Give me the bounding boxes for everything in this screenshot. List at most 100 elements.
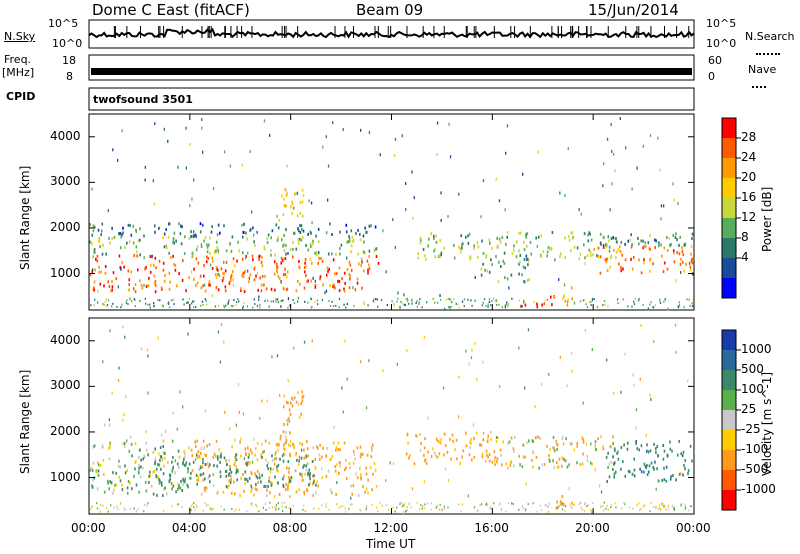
heatmap-cell <box>435 437 438 441</box>
velocity-panel-frame <box>88 317 695 515</box>
heatmap-cell <box>313 479 315 483</box>
heatmap-cell <box>552 459 554 463</box>
heatmap-ground <box>194 509 196 512</box>
heatmap-ground <box>269 501 271 504</box>
heatmap-cell <box>672 233 675 237</box>
heatmap-cell <box>206 245 209 249</box>
heatmap-ground <box>238 508 240 511</box>
heatmap-cell <box>172 484 175 488</box>
heatmap-ground <box>604 303 606 306</box>
heatmap-ground <box>573 302 576 305</box>
heatmap-cell <box>180 224 182 228</box>
heatmap-cell <box>298 259 300 263</box>
heatmap-cell <box>350 250 352 254</box>
heatmap-scatter <box>360 128 362 132</box>
heatmap-ground <box>564 510 566 513</box>
heatmap-cell <box>519 260 521 264</box>
heatmap-cell <box>673 251 675 255</box>
colorbar-segment <box>722 138 736 159</box>
heatmap-cell <box>423 446 426 450</box>
heatmap-ground <box>547 505 549 508</box>
heatmap-ground <box>258 510 260 513</box>
heatmap-cell <box>608 239 610 243</box>
heatmap-cell <box>113 235 116 239</box>
heatmap-cell <box>459 247 461 251</box>
heatmap-scatter <box>585 442 588 446</box>
heatmap-ground <box>593 298 595 300</box>
heatmap-cell <box>156 493 158 497</box>
power-colorbar <box>721 117 741 299</box>
heatmap-cell <box>199 222 202 226</box>
heatmap-cell <box>93 444 96 448</box>
heatmap-ground <box>284 501 286 504</box>
heatmap-scatter <box>289 495 291 499</box>
colorbar-tick-label: -1000 <box>741 482 776 496</box>
heatmap-cell <box>315 251 318 254</box>
heatmap-cell <box>292 255 294 259</box>
heatmap-cell <box>206 255 208 259</box>
heatmap-ground <box>419 298 421 300</box>
heatmap-ground <box>264 502 266 505</box>
heatmap-ground <box>633 303 636 306</box>
heatmap-cell <box>252 226 254 230</box>
heatmap-cell <box>196 245 199 248</box>
heatmap-cell <box>419 236 422 240</box>
heatmap-ground <box>205 299 207 302</box>
heatmap-cell <box>363 240 365 244</box>
heatmap-cell <box>216 455 219 459</box>
heatmap-scatter <box>310 201 313 205</box>
heatmap-cell <box>482 438 485 442</box>
heatmap-cell <box>271 454 273 458</box>
heatmap-cell <box>354 288 357 292</box>
heatmap-cell <box>423 453 425 457</box>
heatmap-cell <box>277 469 279 473</box>
heatmap-cell <box>257 288 259 292</box>
heatmap-scatter <box>164 429 167 433</box>
heatmap-cell <box>522 265 525 269</box>
heatmap-scatter <box>353 453 355 456</box>
heatmap-ground <box>633 300 635 303</box>
heatmap-cell <box>202 472 205 476</box>
heatmap-cell <box>597 437 599 441</box>
heatmap-scatter <box>536 244 538 248</box>
heatmap-ground <box>228 299 230 302</box>
heatmap-cell <box>196 478 198 482</box>
heatmap-cell <box>607 466 609 469</box>
heatmap-ground <box>102 504 104 507</box>
heatmap-cell <box>359 232 361 236</box>
heatmap-cell <box>365 466 368 470</box>
heatmap-ground <box>607 305 609 308</box>
heatmap-cell <box>149 474 152 478</box>
heatmap-cell <box>646 473 649 477</box>
heatmap-cell <box>197 450 200 454</box>
heatmap-cell <box>327 252 330 256</box>
heatmap-cell <box>480 267 483 271</box>
heatmap-scatter <box>297 403 300 407</box>
heatmap-cell <box>245 231 247 235</box>
heatmap-ground <box>570 505 572 508</box>
heatmap-ground <box>692 298 694 301</box>
heatmap-ground <box>275 504 278 507</box>
heatmap-ground <box>202 303 204 306</box>
heatmap-cell <box>643 245 645 249</box>
heatmap-cell <box>496 236 498 240</box>
colorbar-segment <box>722 410 736 431</box>
heatmap-cell <box>486 453 488 457</box>
heatmap-cell <box>294 192 296 196</box>
heatmap-cell <box>163 232 166 236</box>
heatmap-ground <box>275 508 277 511</box>
heatmap-cell <box>594 440 597 444</box>
heatmap-scatter <box>532 451 535 455</box>
colorbar-segment <box>722 238 736 259</box>
heatmap-scatter <box>241 163 243 167</box>
heatmap-ground <box>103 304 105 306</box>
heatmap-cell <box>461 243 463 247</box>
heatmap-ground <box>193 506 195 509</box>
heatmap-scatter <box>330 488 332 492</box>
heatmap-cell <box>325 454 328 458</box>
heatmap-ground <box>444 508 446 510</box>
heatmap-cell <box>256 488 258 492</box>
heatmap-cell <box>132 241 135 245</box>
heatmap-cell <box>359 445 362 449</box>
heatmap-ground <box>580 501 582 504</box>
